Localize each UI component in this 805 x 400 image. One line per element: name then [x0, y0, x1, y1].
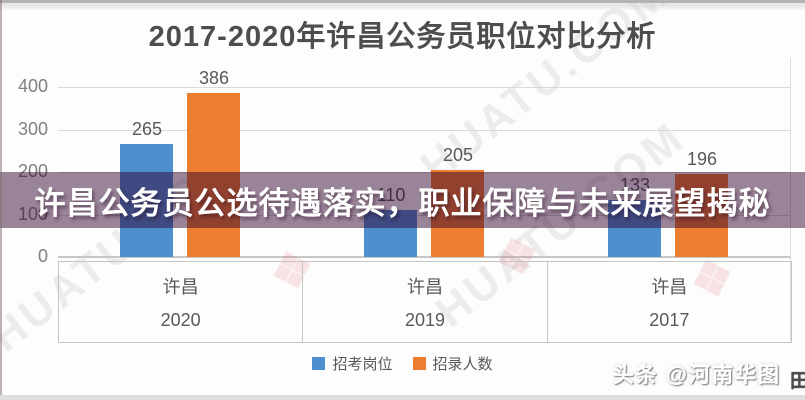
legend-swatch-icon: [312, 357, 326, 370]
category-label-2017: 许昌 2017: [548, 262, 791, 342]
x-axis-category-box: 许昌 2020 许昌 2019 许昌 2017: [58, 261, 792, 343]
plot-right-border: [790, 58, 791, 341]
category-year-label: 2017: [649, 310, 690, 330]
category-year-label: 2019: [404, 310, 446, 330]
bar-series1-2019: [364, 210, 417, 257]
legend-item-2: 招录人数: [412, 353, 493, 374]
category-group-label: 许昌: [651, 277, 688, 297]
category-group-label: 许昌: [406, 277, 443, 297]
category-label-2019: 许昌 2019: [303, 262, 548, 342]
bar-value-label: 386: [198, 67, 230, 88]
bar-value-label: 205: [442, 144, 474, 165]
gridline: [58, 214, 790, 216]
chart-title: 2017-2020年许昌公务员职位对比分析: [148, 21, 657, 53]
x-axis-line: [58, 256, 790, 258]
bar-series1-2020: [120, 144, 173, 257]
category-label-2020: 许昌 2020: [59, 262, 304, 342]
y-tick-label: 0: [37, 246, 48, 266]
category-year-label: 2020: [160, 310, 201, 330]
bar-series2-2019: [431, 169, 484, 257]
bottom-edge-border: [0, 395, 805, 400]
bar-series1-2017: [608, 200, 661, 257]
bar-value-label: 133: [619, 175, 651, 196]
headline-banner: 许昌公务员公选待遇落实，职业保障与未来展望揭秘: [0, 172, 805, 228]
bar-value-label: 265: [131, 119, 163, 140]
headline-text: 许昌公务员公选待遇落实，职业保障与未来展望揭秘: [34, 185, 771, 221]
source-watermark: 头条 @河南华图: [612, 364, 781, 387]
y-tick-label: 200: [17, 161, 48, 181]
chart-legend: 招考岗位 招录人数: [0, 353, 805, 374]
category-group-label: 许昌: [162, 277, 199, 297]
bar-series2-2020: [187, 92, 240, 257]
gridline: [58, 87, 790, 88]
gridline: [58, 129, 790, 131]
bar-series2-2017: [675, 173, 728, 257]
y-tick-label: 400: [17, 76, 48, 96]
gridline: [58, 172, 790, 173]
y-tick-label: 100: [17, 203, 48, 224]
bar-value-label: 110: [376, 185, 406, 206]
legend-label: 招考岗位: [332, 356, 393, 373]
bar-value-label: 196: [686, 148, 718, 169]
corner-logo-icon: 田: [789, 371, 805, 392]
legend-item-1: 招考岗位: [312, 353, 393, 374]
legend-label: 招录人数: [432, 356, 493, 373]
y-tick-label: 300: [17, 118, 48, 139]
legend-swatch-icon: [412, 357, 426, 370]
left-edge-border: [0, 0, 2, 400]
top-edge-border: [0, 0, 805, 11]
